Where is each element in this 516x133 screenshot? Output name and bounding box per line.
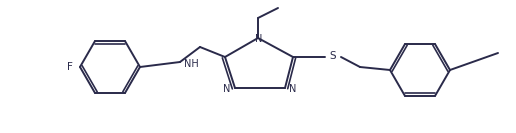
Text: N: N [223, 84, 231, 94]
Text: N: N [289, 84, 297, 94]
Text: N: N [255, 34, 263, 44]
Text: NH: NH [184, 59, 199, 69]
Text: S: S [330, 51, 336, 61]
Text: F: F [67, 62, 73, 72]
